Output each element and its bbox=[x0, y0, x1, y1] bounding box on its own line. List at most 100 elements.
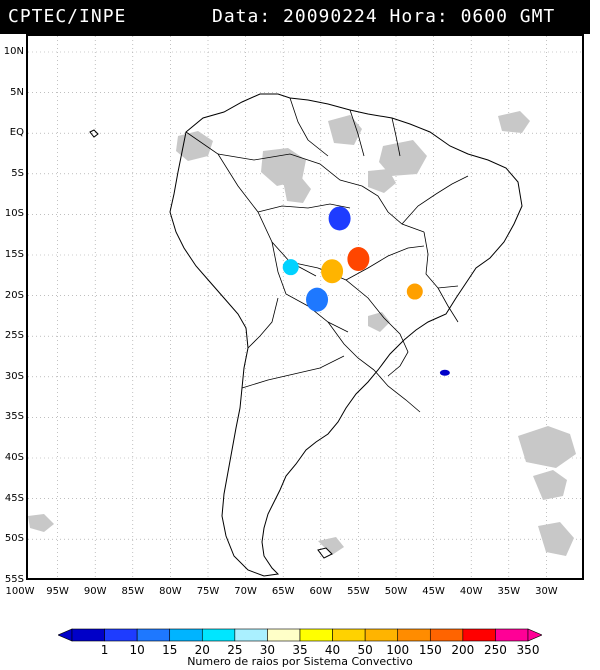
galapagos-islands bbox=[89, 129, 99, 138]
south-america-outline bbox=[169, 93, 523, 577]
legend-value: 350 bbox=[516, 643, 540, 657]
legend-min-arrow bbox=[58, 628, 73, 642]
legend-swatch bbox=[136, 628, 171, 642]
continent-outline bbox=[89, 93, 523, 577]
longitude-label: 95W bbox=[46, 586, 69, 597]
longitude-label: 75W bbox=[196, 586, 220, 597]
longitude-label: 85W bbox=[121, 586, 145, 597]
legend-value: 150 bbox=[418, 643, 442, 657]
longitude-label: 45W bbox=[422, 586, 445, 597]
latitude-label: EQ bbox=[9, 127, 24, 139]
legend-value: 50 bbox=[357, 643, 373, 657]
convective-system bbox=[347, 247, 370, 272]
legend-value: 35 bbox=[292, 643, 308, 657]
legend-value: 15 bbox=[162, 643, 178, 657]
legend-swatch bbox=[201, 628, 236, 642]
border-line bbox=[345, 245, 425, 281]
legend-value: 1 bbox=[100, 643, 109, 657]
country-borders bbox=[185, 97, 469, 413]
border-line bbox=[271, 241, 349, 333]
convective-system bbox=[439, 369, 450, 376]
cloud-region bbox=[518, 426, 576, 468]
longitude-label: 70W bbox=[234, 586, 257, 597]
legend-value: 30 bbox=[259, 643, 276, 657]
border-line bbox=[327, 321, 375, 371]
latitude-label: 50S bbox=[4, 533, 24, 545]
border-line bbox=[361, 185, 425, 233]
longitude-label: 90W bbox=[83, 586, 107, 597]
legend-caption: Numero de raios por Sistema Convectivo bbox=[187, 655, 413, 668]
cloud-region bbox=[261, 148, 306, 186]
latitude-label: 40S bbox=[4, 452, 24, 463]
legend-value: 250 bbox=[483, 643, 507, 657]
longitude-label: 60W bbox=[309, 586, 333, 597]
cloud-region bbox=[283, 177, 311, 203]
latitude-label: 15S bbox=[4, 249, 24, 260]
legend-swatch bbox=[299, 628, 333, 642]
border-line bbox=[289, 97, 329, 157]
legend-colorbar bbox=[58, 628, 542, 642]
legend-value: 100 bbox=[386, 643, 410, 657]
legend-swatch bbox=[71, 628, 105, 642]
legend-value: 25 bbox=[227, 643, 243, 657]
cloud-region bbox=[28, 514, 54, 532]
legend-value: 40 bbox=[324, 643, 341, 657]
legend-swatch bbox=[364, 628, 399, 642]
border-line bbox=[349, 109, 365, 157]
latitude-label: 10N bbox=[3, 46, 24, 57]
cloud-region bbox=[368, 169, 396, 193]
convective-system bbox=[321, 259, 344, 284]
cloud-region bbox=[318, 537, 344, 555]
convective-system bbox=[282, 259, 299, 276]
legend-value: 20 bbox=[194, 643, 210, 657]
legend-swatch bbox=[429, 628, 464, 642]
lat-lon-grid bbox=[19, 36, 582, 581]
border-line bbox=[423, 231, 459, 289]
latitude-label: 55S bbox=[4, 573, 24, 585]
latitude-label: 20S bbox=[4, 289, 24, 301]
falkland-islands bbox=[317, 547, 333, 559]
border-line bbox=[247, 297, 279, 349]
convective-system bbox=[406, 283, 423, 300]
latitude-label: 45S bbox=[4, 492, 24, 504]
longitude-label: 30W bbox=[535, 586, 558, 597]
cloud-region bbox=[368, 312, 390, 332]
legend-swatch bbox=[169, 628, 203, 642]
legend-swatch bbox=[234, 628, 268, 642]
border-line bbox=[217, 153, 363, 187]
legend-swatch bbox=[104, 628, 138, 642]
latitude-label: 35S bbox=[4, 411, 24, 423]
legend-value: 10 bbox=[129, 643, 145, 657]
border-line bbox=[241, 355, 345, 389]
agency-label: CPTEC/INPE bbox=[8, 6, 127, 27]
legend-swatch bbox=[495, 628, 529, 642]
title-bar: CPTEC/INPE Data: 20090224 Hora: 0600 GMT bbox=[0, 0, 590, 34]
cloud-region bbox=[328, 115, 362, 145]
convective-system bbox=[328, 206, 351, 231]
convective-system bbox=[306, 287, 329, 312]
map-canvas bbox=[19, 36, 582, 581]
cloud-region bbox=[538, 522, 574, 556]
longitude-label: 50W bbox=[384, 586, 408, 597]
latitude-label: 30S bbox=[4, 370, 24, 382]
longitude-label: 55W bbox=[347, 586, 370, 597]
longitude-label: 65W bbox=[271, 586, 295, 597]
latitude-label: 5S bbox=[11, 167, 24, 179]
date-time-label: Data: 20090224 Hora: 0600 GMT bbox=[212, 6, 556, 27]
latitude-label: 10S bbox=[4, 208, 24, 220]
legend-value: 200 bbox=[451, 643, 475, 657]
longitude-label: 100W bbox=[5, 586, 35, 597]
longitude-label: 80W bbox=[159, 586, 182, 597]
cloud-cover bbox=[28, 111, 576, 556]
border-line bbox=[437, 287, 459, 323]
border-line bbox=[383, 317, 409, 377]
longitude-label: 35W bbox=[497, 586, 521, 597]
border-line bbox=[257, 203, 351, 213]
legend-swatch bbox=[332, 628, 366, 642]
cloud-region bbox=[498, 111, 530, 133]
convective-systems bbox=[282, 206, 450, 376]
latitude-label: 5N bbox=[10, 86, 24, 98]
border-line bbox=[391, 117, 401, 157]
legend-max-arrow bbox=[527, 628, 542, 642]
